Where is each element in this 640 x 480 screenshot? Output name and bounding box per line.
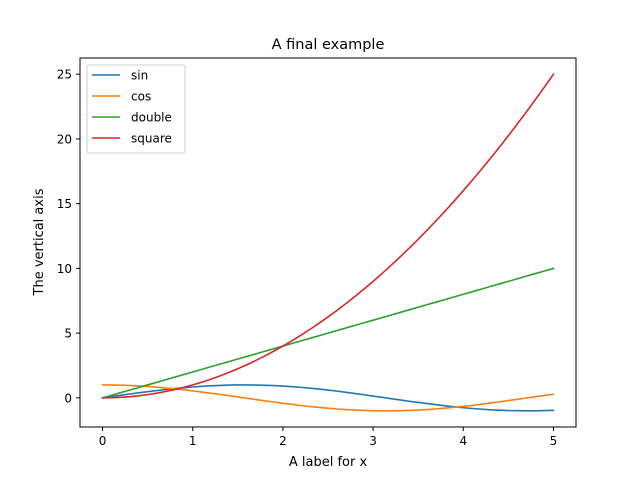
legend-label-square: square (131, 132, 172, 146)
y-tick-label: 5 (64, 327, 72, 341)
y-axis: 0 5 10 15 20 25 (57, 68, 80, 405)
y-tick-label: 10 (57, 262, 72, 276)
y-tick-label: 25 (57, 68, 72, 82)
series-layer (101, 73, 555, 412)
series-line-square (101, 73, 555, 399)
legend-label-cos: cos (131, 90, 151, 104)
y-tick-label: 20 (57, 132, 72, 146)
chart-title: A final example (272, 37, 385, 53)
y-tick-label: 15 (57, 197, 72, 211)
legend-label-double: double (131, 111, 172, 125)
legend-label-sin: sin (131, 69, 148, 83)
y-tick-label: 0 (64, 391, 72, 405)
x-axis: 0 1 2 3 4 5 (99, 427, 558, 448)
plot-frame (79, 57, 577, 428)
legend-box (86, 64, 186, 154)
x-tick-label: 2 (279, 434, 287, 448)
x-tick-label: 5 (550, 434, 558, 448)
x-tick-label: 3 (369, 434, 377, 448)
x-tick-label: 4 (459, 434, 467, 448)
y-axis-label: The vertical axis (32, 188, 47, 296)
series-line-double (101, 267, 555, 399)
legend: sin cos double square (86, 64, 186, 154)
x-axis-label: A label for x (289, 455, 368, 470)
x-tick-label: 1 (189, 434, 197, 448)
x-tick-label: 0 (99, 434, 107, 448)
